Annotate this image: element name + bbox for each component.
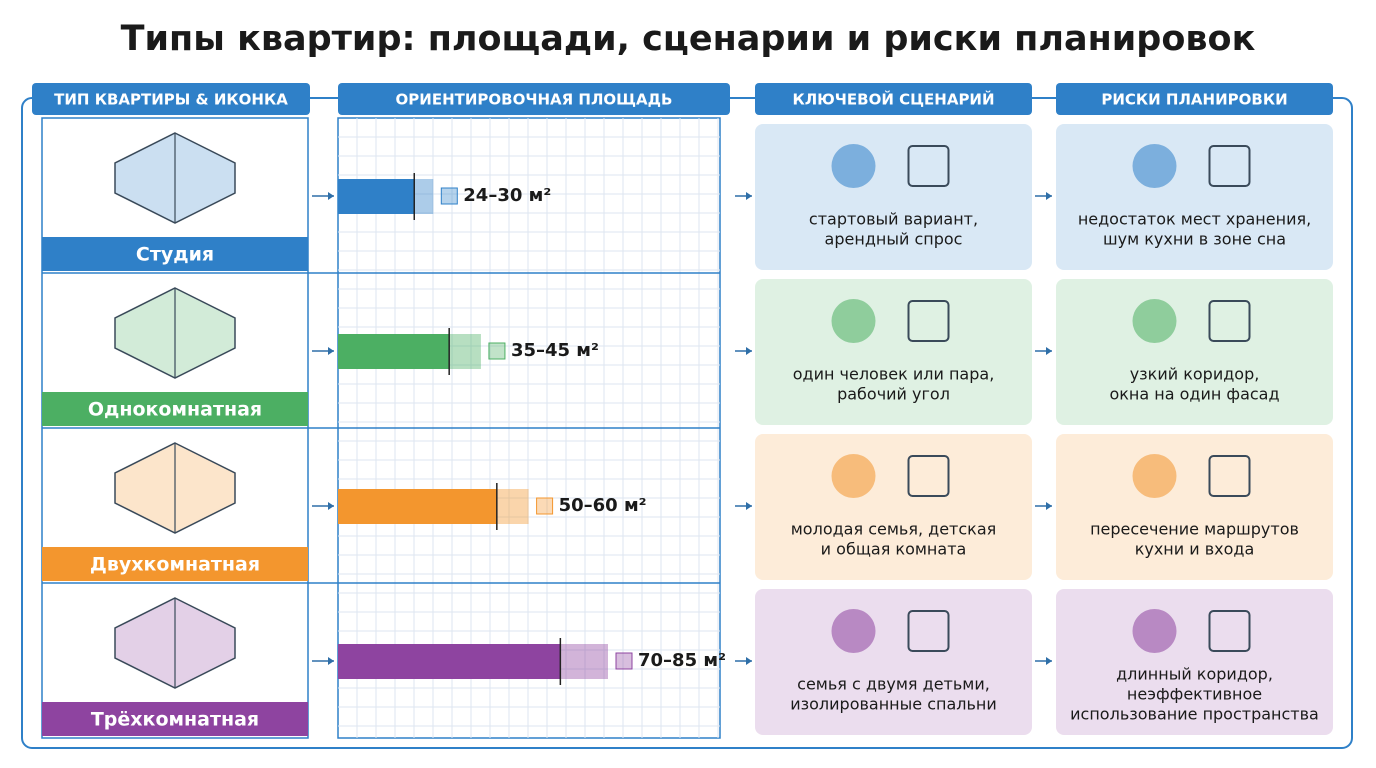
- column-header: [755, 83, 1032, 115]
- type-label: Двухкомнатная: [90, 554, 260, 576]
- area-icon: [440, 187, 458, 205]
- arrow-head: [328, 657, 334, 665]
- risks-icon: [1208, 610, 1251, 652]
- arrow-head: [746, 657, 752, 665]
- risks-text: длинный коридор,: [1116, 665, 1273, 684]
- scenario-card: [755, 124, 1032, 270]
- arrow-head: [328, 192, 334, 200]
- scenario-icon: [907, 455, 950, 497]
- scenario-icon: [831, 454, 876, 498]
- scenario-text: молодая семья, детская: [791, 520, 997, 539]
- risks-text: использование пространства: [1070, 705, 1319, 724]
- column-header-text: КЛЮЧЕВОЙ СЦЕНАРИЙ: [792, 90, 994, 109]
- area-label: 70–85 м²: [638, 650, 726, 671]
- column-header: [338, 83, 730, 115]
- risks-icon: [1208, 145, 1251, 187]
- arrow-head: [1046, 192, 1052, 200]
- risks-icon: [1132, 144, 1177, 188]
- type-band: [42, 392, 308, 426]
- arrow-head: [1046, 657, 1052, 665]
- arrow-head: [746, 347, 752, 355]
- column-header-text: ОРИЕНТИРОВОЧНАЯ ПЛОЩАДЬ: [396, 91, 673, 109]
- area-label: 24–30 м²: [463, 185, 551, 206]
- scenario-text: рабочий угол: [837, 385, 950, 404]
- column-header: [32, 83, 310, 115]
- scenario-text: семья с двумя детьми,: [797, 675, 990, 694]
- risks-text: шум кухни в зоне сна: [1103, 230, 1286, 249]
- area-min-bar: [338, 179, 415, 214]
- risks-text: кухни и входа: [1135, 540, 1255, 559]
- risks-text: недостаток мест хранения,: [1078, 210, 1311, 229]
- type-label: Трёхкомнатная: [91, 709, 259, 731]
- risks-icon: [1132, 609, 1177, 653]
- arrow-head: [328, 502, 334, 510]
- risks-card: [1056, 589, 1333, 735]
- risks-icon: [1132, 299, 1177, 343]
- arrow-head: [746, 502, 752, 510]
- title: Типы квартир: площади, сценарии и риски …: [121, 19, 1256, 59]
- scenario-text: и общая комната: [821, 540, 967, 559]
- area-range-bar: [560, 644, 608, 679]
- area-range-bar: [496, 489, 529, 524]
- risks-text: окна на один фасад: [1109, 385, 1279, 404]
- scenario-icon: [907, 300, 950, 342]
- area-icon: [536, 497, 554, 515]
- risks-card: [1056, 434, 1333, 580]
- scenario-icon: [831, 609, 876, 653]
- type-label: Студия: [136, 244, 214, 266]
- column-header-text: РИСКИ ПЛАНИРОВКИ: [1101, 91, 1287, 109]
- arrow-head: [1046, 502, 1052, 510]
- arrow-head: [746, 192, 752, 200]
- risks-text: узкий коридор,: [1130, 365, 1260, 384]
- type-label: Однокомнатная: [88, 399, 262, 421]
- type-band: [42, 702, 308, 736]
- area-label: 35–45 м²: [511, 340, 599, 361]
- scenario-card: [755, 589, 1032, 735]
- risks-text: неэффективное: [1127, 685, 1262, 704]
- scenario-icon: [831, 144, 876, 188]
- arrow-head: [328, 347, 334, 355]
- scenario-text: стартовый вариант,: [809, 210, 978, 229]
- area-range-bar: [449, 334, 481, 369]
- scenario-text: один человек или пара,: [793, 365, 995, 384]
- area-min-bar: [338, 489, 497, 524]
- risks-icon: [1132, 454, 1177, 498]
- scenario-card: [755, 279, 1032, 425]
- risks-icon: [1208, 455, 1251, 497]
- column-header: [1056, 83, 1333, 115]
- column-header-text: ТИП КВАРТИРЫ & ИКОНКА: [54, 91, 288, 109]
- scenario-icon: [831, 299, 876, 343]
- scenario-text: арендный спрос: [825, 230, 963, 249]
- area-min-bar: [338, 644, 561, 679]
- scenario-card: [755, 434, 1032, 580]
- risks-card: [1056, 124, 1333, 270]
- risks-card: [1056, 279, 1333, 425]
- scenario-icon: [907, 610, 950, 652]
- area-icon: [615, 652, 633, 670]
- area-icon: [488, 342, 506, 360]
- scenario-text: изолированные спальни: [790, 695, 997, 714]
- risks-icon: [1208, 300, 1251, 342]
- type-band: [42, 547, 308, 581]
- area-label: 50–60 м²: [559, 495, 647, 516]
- scenario-icon: [907, 145, 950, 187]
- arrow-head: [1046, 347, 1052, 355]
- area-min-bar: [338, 334, 450, 369]
- type-band: [42, 237, 308, 271]
- area-range-bar: [414, 179, 434, 214]
- risks-text: пересечение маршрутов: [1090, 520, 1299, 539]
